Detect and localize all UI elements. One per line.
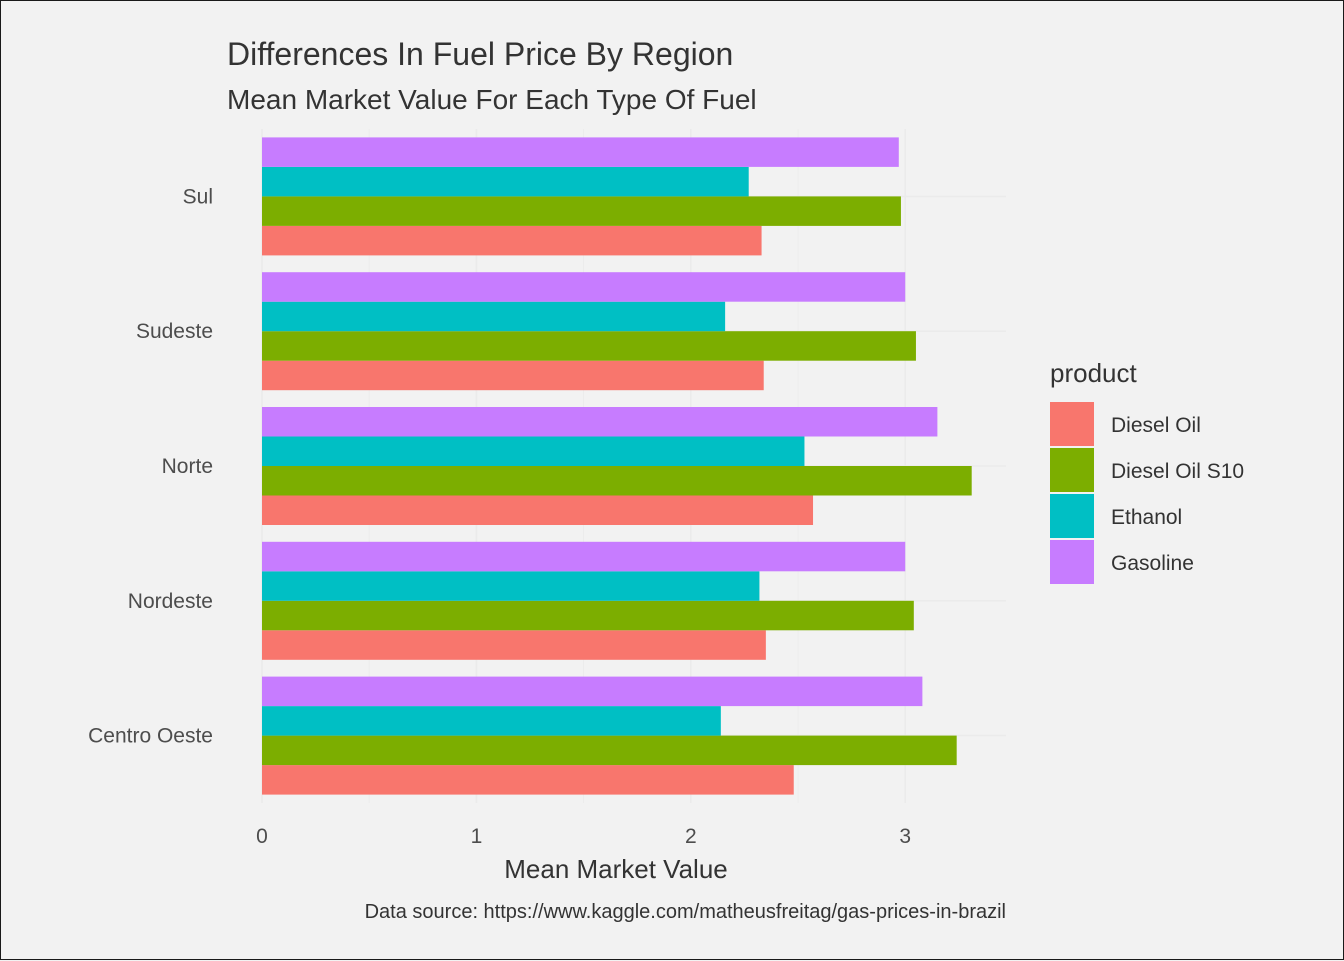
bar-diesel-oil-norte — [262, 495, 814, 525]
bar-gasoline-centro-oeste — [262, 676, 923, 707]
y-tick-labels: Centro Oeste Nordeste Norte Sudeste Sul — [88, 185, 213, 747]
y-tick-label: Nordeste — [128, 590, 213, 613]
legend-key-gasoline — [1050, 540, 1094, 584]
x-axis-title: Mean Market Value — [504, 854, 728, 884]
legend-key-diesel-oil-s10 — [1050, 448, 1094, 492]
y-tick-label: Norte — [162, 455, 213, 478]
data-source-caption: Data source: https://www.kaggle.com/math… — [365, 901, 1006, 923]
legend-label: Gasoline — [1111, 552, 1194, 575]
y-tick-label: Centro Oeste — [88, 725, 213, 748]
bar-ethanol-norte — [262, 436, 805, 466]
bar-diesel-oil-sudeste — [262, 360, 764, 391]
bar-diesel-oil-s10-norte — [262, 466, 972, 496]
bar-diesel-oil-s10-centro-oeste — [262, 735, 957, 766]
chart-subtitle: Mean Market Value For Each Type Of Fuel — [227, 84, 757, 115]
bar-ethanol-sudeste — [262, 301, 726, 332]
bar-diesel-oil-s10-sul — [262, 196, 901, 226]
bar-diesel-oil-sul — [262, 225, 762, 256]
x-tick-label: 0 — [256, 825, 268, 848]
legend-key-diesel-oil — [1050, 402, 1094, 446]
bar-ethanol-nordeste — [262, 571, 760, 601]
legend-label: Ethanol — [1111, 506, 1182, 529]
bar-gasoline-norte — [262, 407, 938, 437]
x-tick-label: 1 — [471, 825, 483, 848]
bar-diesel-oil-s10-nordeste — [262, 600, 914, 631]
bar-ethanol-centro-oeste — [262, 706, 721, 736]
x-tick-label: 2 — [685, 825, 697, 848]
legend-key-ethanol — [1050, 494, 1094, 538]
bar-gasoline-sudeste — [262, 272, 906, 302]
legend-items: Diesel Oil Diesel Oil S10 Ethanol Gasoline — [1050, 402, 1244, 584]
bar-diesel-oil-s10-sudeste — [262, 331, 916, 361]
bar-diesel-oil-centro-oeste — [262, 765, 794, 795]
x-tick-labels: 0 1 2 3 — [256, 825, 911, 848]
bar-gasoline-nordeste — [262, 541, 906, 572]
bars — [262, 137, 972, 795]
bar-gasoline-sul — [262, 137, 899, 167]
y-tick-label: Sudeste — [136, 320, 213, 343]
chart-title: Differences In Fuel Price By Region — [227, 36, 733, 72]
legend: product Diesel Oil Diesel Oil S10 Ethanol G… — [1050, 358, 1244, 584]
legend-label: Diesel Oil S10 — [1111, 460, 1244, 483]
bar-diesel-oil-nordeste — [262, 630, 766, 660]
x-tick-label: 3 — [899, 825, 911, 848]
y-tick-label: Sul — [183, 185, 213, 208]
bar-ethanol-sul — [262, 166, 749, 197]
legend-label: Diesel Oil — [1111, 414, 1201, 437]
legend-title: product — [1050, 358, 1137, 388]
